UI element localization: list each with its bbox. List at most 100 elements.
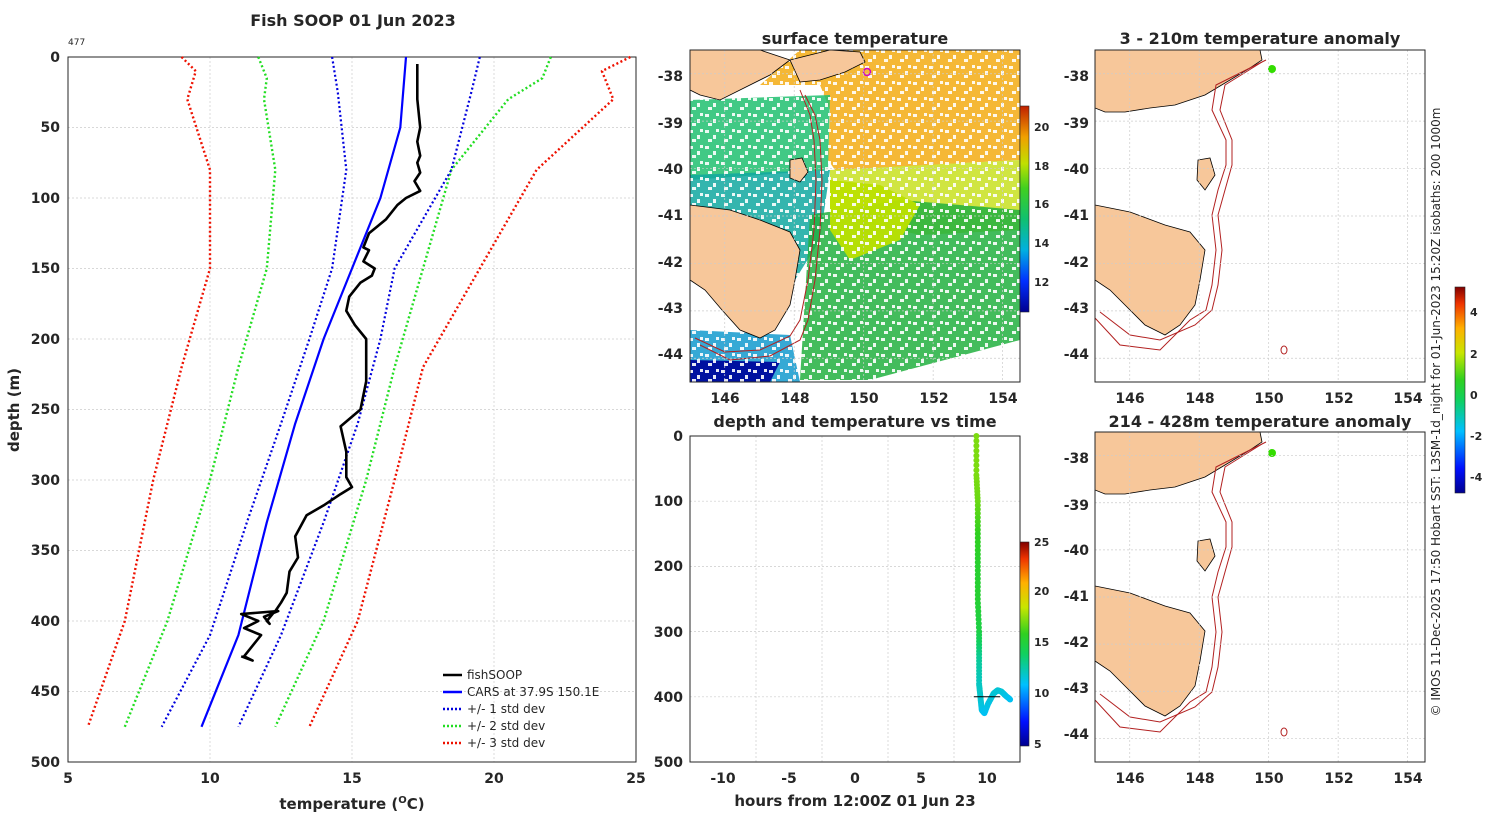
anomaly-lower-axes-box <box>1094 431 1426 763</box>
colorbar-tick: 2 <box>1470 348 1478 361</box>
time-depth-point <box>974 530 981 537</box>
sst-land-mainland <box>690 50 791 101</box>
time-depth-point <box>974 526 981 533</box>
depth-time-grid <box>690 436 1020 762</box>
time-depth-point <box>974 575 981 582</box>
sst-grid <box>690 50 1020 382</box>
profile-lines <box>86 55 631 728</box>
anomaly-lower-land-tasmania <box>1095 585 1206 717</box>
ytick-label: 100 <box>31 191 60 207</box>
profile-axes-box <box>67 56 637 763</box>
colorbar-tick: 0 <box>1470 389 1478 402</box>
profile-grid <box>68 57 636 762</box>
depth-time-panel: depth and temperature vs time -10 -5 0 5… <box>654 412 1050 810</box>
sst-map <box>690 50 1020 382</box>
series-line-std2 <box>274 56 552 728</box>
xtick-label: 148 <box>1185 391 1214 407</box>
time-depth-point <box>974 522 981 529</box>
colorbar-tick: 12 <box>1034 276 1049 289</box>
legend-label-std3: +/- 3 std dev <box>467 736 545 750</box>
ytick-label: 200 <box>654 559 683 575</box>
xtick-label: 0 <box>850 771 860 787</box>
ytick-label: 400 <box>31 614 60 630</box>
anomaly-lower-point <box>1268 449 1276 457</box>
time-depth-point <box>974 534 981 541</box>
anomaly-upper-seamount <box>1280 345 1288 355</box>
profile-corner-label: 477 <box>68 38 85 48</box>
xtick-label: 154 <box>1393 771 1422 787</box>
time-depth-point <box>974 559 981 566</box>
depth-time-colorbar-ticks: 5 10 15 20 25 <box>1034 536 1050 751</box>
series-line-std1 <box>160 56 348 728</box>
anomaly-lower-seamount <box>1280 727 1288 737</box>
colorbar-tick: 4 <box>1470 306 1478 319</box>
ytick-label: -43 <box>1064 301 1089 317</box>
anomaly-upper-grid <box>1095 50 1425 382</box>
xtick-label: 5 <box>63 771 73 787</box>
time-depth-point <box>974 514 981 521</box>
xtick-label: 5 <box>916 771 926 787</box>
time-depth-point <box>974 591 981 598</box>
colorbar-tick: 10 <box>1034 687 1050 700</box>
xtick-label: 154 <box>1393 391 1422 407</box>
side-caption: © IMOS 11-Dec-2025 17:50 Hobart SST: L3S… <box>1429 108 1443 717</box>
anomaly-lower-land-mainland <box>1095 432 1263 495</box>
anomaly-upper-land-mainland <box>1095 50 1263 113</box>
anomaly-lower-xticks: 146 148 150 152 154 <box>1115 771 1422 787</box>
time-depth-point <box>974 547 981 554</box>
ytick-label: -41 <box>1064 208 1089 224</box>
colorbar-tick: 20 <box>1034 585 1050 598</box>
xtick-label: -10 <box>710 771 736 787</box>
ytick-label: 0 <box>50 50 60 66</box>
anomaly-lower-land-flinders <box>1196 538 1216 572</box>
ytick-label: 150 <box>31 261 60 277</box>
time-depth-point <box>974 571 981 578</box>
xtick-label: 150 <box>849 391 878 407</box>
ytick-label: -44 <box>1064 727 1090 743</box>
xtick-label: 154 <box>988 391 1017 407</box>
ytick-label: -42 <box>658 255 683 271</box>
xtick-label: 15 <box>342 771 361 787</box>
ytick-label: -38 <box>1064 69 1089 85</box>
colorbar-tick: -4 <box>1470 471 1483 484</box>
legend-label-fish: fishSOOP <box>467 668 522 682</box>
depth-time-xlabel: hours from 12:00Z 01 Jun 23 <box>734 792 975 810</box>
time-depth-point <box>974 551 981 558</box>
anomaly-upper-land-tasmania <box>1095 204 1206 336</box>
ytick-label: 0 <box>673 429 683 445</box>
anomaly-panel-upper: 3 - 210m temperature anomaly 146 148 150… <box>1064 29 1426 407</box>
time-depth-point <box>974 543 981 549</box>
legend-label-std2: +/- 2 std dev <box>467 719 545 733</box>
series-line-fish <box>239 64 422 662</box>
ytick-label: 200 <box>31 332 60 348</box>
ytick-label: 450 <box>31 684 60 700</box>
time-depth-point <box>973 447 980 454</box>
time-depth-point <box>974 563 981 570</box>
profile-title: Fish SOOP 01 Jun 2023 <box>250 11 456 30</box>
anomaly-lower-grid <box>1095 432 1425 762</box>
time-depth-point <box>973 433 980 439</box>
profile-panel: Fish SOOP 01 Jun 2023 477 5 10 15 20 25 … <box>5 11 646 813</box>
ytick-label: 50 <box>41 120 61 136</box>
colorbar-tick: 16 <box>1034 198 1050 211</box>
time-depth-point <box>1007 696 1014 703</box>
legend-label-cars: CARS at 37.9S 150.1E <box>467 685 599 699</box>
sst-colorbar <box>1019 105 1030 313</box>
ytick-label: -40 <box>1064 162 1090 178</box>
ytick-label: 100 <box>654 494 683 510</box>
profile-legend: fishSOOP CARS at 37.9S 150.1E +/- 1 std … <box>443 668 599 750</box>
anomaly-lower-title: 214 - 428m temperature anomaly <box>1109 412 1412 431</box>
sst-isobath-200 <box>699 94 823 361</box>
sst-panel: surface temperature 146 148 150 <box>658 29 1050 407</box>
time-depth-point <box>974 510 981 517</box>
ytick-label: -38 <box>1064 451 1089 467</box>
ytick-label: -40 <box>658 162 684 178</box>
profile-yticks: 0 50 100 150 200 250 300 350 400 450 500 <box>31 50 60 771</box>
time-depth-point <box>974 502 981 509</box>
time-depth-point <box>974 498 981 505</box>
colorbar-tick: 25 <box>1034 536 1049 549</box>
anomaly-upper-title: 3 - 210m temperature anomaly <box>1120 29 1401 48</box>
ytick-label: -40 <box>1064 543 1090 559</box>
xtick-label: 146 <box>1115 391 1144 407</box>
